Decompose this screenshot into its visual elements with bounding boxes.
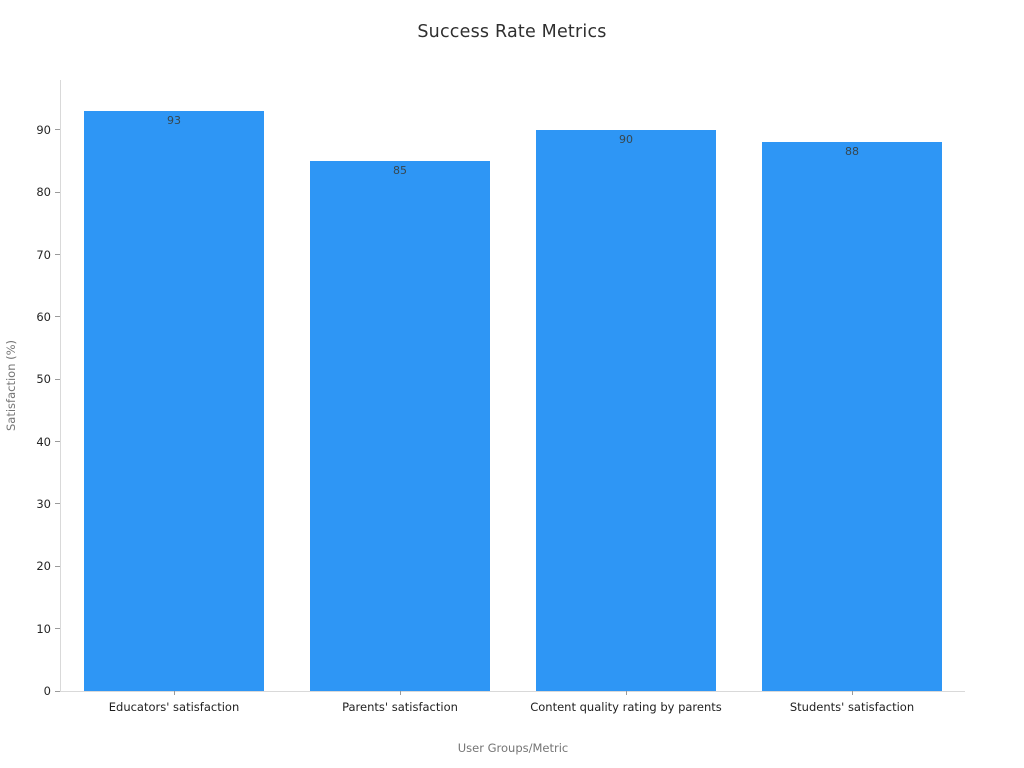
bar-slot: 88 — [739, 80, 965, 691]
plot-area: 0 10 20 30 40 50 60 70 80 90 93 85 90 88 Educators' … — [36, 80, 965, 755]
y-tick: 80 — [36, 185, 60, 199]
bar-value-label: 85 — [393, 164, 407, 178]
bar: 88 — [762, 142, 942, 691]
y-tick-label: 60 — [36, 309, 51, 324]
y-tick: 0 — [44, 684, 60, 698]
y-tick: 60 — [36, 310, 60, 324]
y-tick-mark — [55, 565, 60, 567]
bar-value-label: 93 — [167, 114, 181, 128]
x-tick-label: Educators' satisfaction — [108, 700, 240, 714]
y-tick: 50 — [36, 372, 60, 386]
bar-slot: 93 — [61, 80, 287, 691]
bars-container: 93 85 90 88 — [61, 80, 965, 691]
x-tick: Educators' satisfaction — [61, 691, 287, 715]
bar: 93 — [84, 111, 264, 691]
y-tick-label: 0 — [43, 684, 51, 698]
bar-slot: 90 — [513, 80, 739, 691]
y-tick-mark — [55, 254, 60, 256]
y-tick: 90 — [36, 123, 60, 137]
x-tick-label: Students' satisfaction — [789, 700, 915, 714]
y-tick-mark — [55, 316, 60, 318]
y-tick: 30 — [36, 497, 60, 511]
y-tick-label: 80 — [36, 185, 51, 200]
y-axis: 0 10 20 30 40 50 60 70 80 90 — [0, 80, 60, 698]
x-axis-title: User Groups/Metric — [457, 741, 569, 755]
y-tick-mark — [55, 628, 60, 630]
y-tick-label: 30 — [36, 496, 51, 511]
x-tick: Parents' satisfaction — [287, 691, 513, 715]
y-tick-label: 90 — [36, 122, 51, 137]
y-tick-label: 50 — [36, 372, 51, 387]
bar-value-label: 90 — [619, 132, 633, 146]
bar: 90 — [536, 129, 716, 691]
y-tick-label: 20 — [36, 559, 51, 574]
bar-value-label: 88 — [845, 145, 859, 159]
y-tick-mark — [55, 441, 60, 443]
x-axis: Educators' satisfaction Parents' satisfac… — [61, 691, 965, 715]
x-tick: Students' satisfaction — [739, 691, 965, 715]
x-tick-mark — [399, 691, 401, 695]
x-tick: Content quality rating by parents — [513, 691, 739, 715]
y-tick-label: 40 — [36, 434, 51, 449]
y-tick-mark — [55, 378, 60, 380]
y-tick-label: 10 — [36, 621, 51, 636]
y-tick: 20 — [36, 559, 60, 573]
x-tick-mark — [851, 691, 853, 695]
y-tick-label: 70 — [36, 247, 51, 262]
y-tick-mark — [55, 690, 60, 692]
y-tick-mark — [55, 129, 60, 131]
y-tick-mark — [55, 191, 60, 193]
chart-title: Success Rate Metrics — [417, 22, 607, 42]
x-tick-mark — [625, 691, 627, 695]
x-tick-mark — [173, 691, 175, 695]
y-tick: 70 — [36, 248, 60, 262]
bar: 85 — [310, 161, 490, 691]
x-tick-label: Parents' satisfaction — [342, 700, 458, 714]
y-tick-mark — [55, 503, 60, 505]
x-tick-label: Content quality rating by parents — [530, 700, 722, 714]
y-tick: 40 — [36, 435, 60, 449]
y-tick: 10 — [36, 622, 60, 636]
bar-slot: 85 — [287, 80, 513, 691]
